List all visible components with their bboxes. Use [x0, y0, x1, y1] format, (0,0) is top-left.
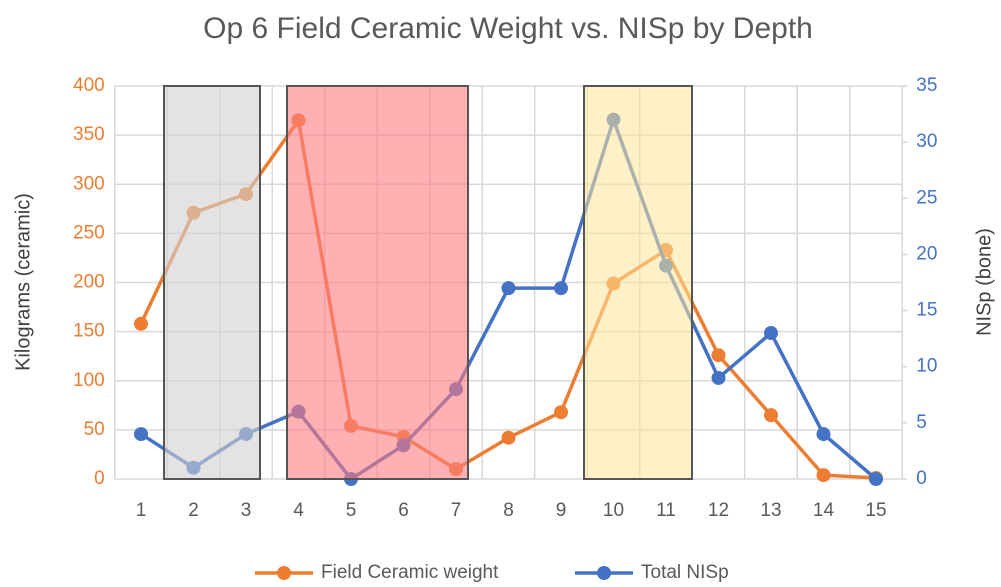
x-tick-label: 6 [398, 500, 409, 521]
y-tick-label: 150 [73, 321, 105, 342]
legend-label: Total NISp [641, 562, 729, 583]
y2-tick-label: 35 [916, 75, 937, 96]
chart-title: Op 6 Field Ceramic Weight vs. NISp by De… [203, 12, 813, 45]
y-axis-title: Kilograms (ceramic) [12, 193, 34, 371]
y2-axis-title: NISp (bone) [973, 228, 995, 336]
y-tick-label: 400 [73, 75, 105, 96]
y-tick-label: 250 [73, 222, 105, 243]
data-point [816, 427, 831, 442]
x-tick-label: 7 [451, 500, 462, 521]
y2-tick-label: 20 [916, 243, 937, 264]
data-point [501, 281, 516, 296]
data-point [711, 370, 726, 385]
x-tick-label: 15 [865, 500, 886, 521]
x-tick-label: 14 [813, 500, 835, 521]
x-tick-label: 13 [760, 500, 781, 521]
x-tick-label: 9 [556, 500, 567, 521]
data-point [554, 405, 568, 420]
x-tick-label: 11 [656, 500, 676, 521]
data-point [134, 316, 148, 331]
y2-tick-label: 15 [916, 300, 937, 321]
y-tick-label: 50 [84, 419, 105, 440]
y-tick-label: 350 [73, 124, 105, 145]
data-point [816, 468, 831, 483]
y2-tick-label: 25 [916, 187, 937, 208]
highlight-red [286, 85, 469, 480]
x-tick-label: 4 [293, 500, 304, 521]
data-point [869, 472, 883, 486]
y-tick-label: 100 [73, 370, 105, 391]
x-tick-label: 2 [188, 500, 199, 521]
data-point [764, 326, 778, 341]
x-tick-label: 10 [603, 500, 624, 521]
highlight-yellow [583, 85, 693, 480]
data-point [554, 281, 568, 296]
legend: Field Ceramic weight Total NISp [255, 562, 729, 583]
y2-tick-label: 30 [916, 131, 937, 152]
x-tick-label: 8 [503, 500, 514, 521]
legend-marker [597, 566, 611, 580]
data-point [501, 430, 516, 445]
x-tick-label: 5 [346, 500, 357, 521]
legend-label: Field Ceramic weight [321, 562, 499, 583]
y-tick-label: 300 [73, 173, 105, 194]
y-tick-label: 200 [73, 272, 105, 293]
highlight-gray [163, 85, 261, 480]
x-tick-label: 12 [708, 500, 729, 521]
data-point [764, 408, 778, 423]
y2-tick-label: 0 [916, 468, 927, 489]
legend-marker [277, 566, 291, 580]
x-tick-label: 3 [241, 500, 252, 521]
y-tick-label: 0 [94, 468, 105, 489]
x-tick-label: 1 [136, 500, 147, 521]
y2-tick-label: 10 [916, 356, 937, 377]
y2-tick-label: 5 [916, 412, 927, 433]
data-point [711, 348, 726, 363]
data-point [134, 427, 148, 442]
